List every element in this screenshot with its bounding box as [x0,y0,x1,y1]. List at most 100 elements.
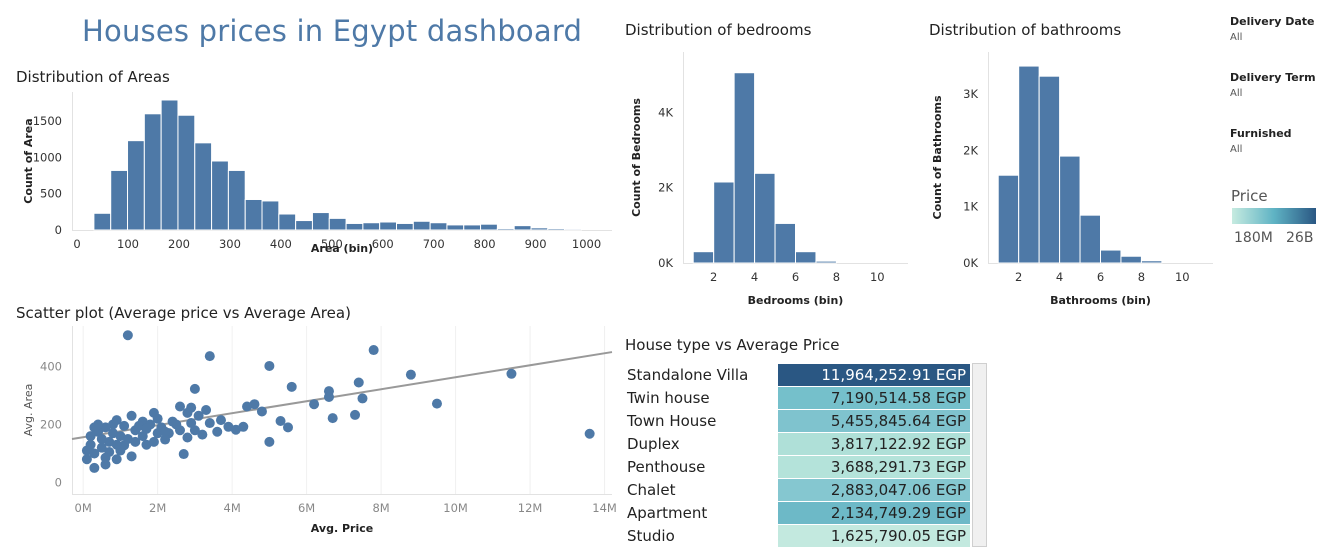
histogram-bar[interactable] [396,222,414,231]
histogram-bar[interactable] [496,228,515,231]
filter-value[interactable]: All [1230,32,1243,43]
scatter-point[interactable] [275,416,286,427]
histogram-bar[interactable] [564,228,582,231]
table-scrollbar[interactable] [972,363,987,547]
scatter-point[interactable] [204,418,215,429]
scatter-point[interactable] [230,424,241,435]
scatter-point[interactable] [111,415,122,426]
histogram-bar[interactable] [278,213,297,231]
filter-delivery-term[interactable]: Delivery Term All [1230,71,1316,99]
scatter-point[interactable] [197,429,208,440]
histogram-bar[interactable] [513,225,532,231]
scatter-point[interactable] [242,401,253,412]
histogram-bar[interactable] [713,181,735,264]
histogram-bar[interactable] [362,222,381,231]
histogram-bar[interactable] [795,251,817,264]
histogram-bar[interactable] [261,200,280,231]
histogram-bar[interactable] [692,251,715,264]
scatter-point[interactable] [160,434,171,445]
histogram-bar[interactable] [244,198,263,231]
histogram-bar[interactable] [774,222,797,264]
bathrooms-histogram[interactable]: 2 4 6 8 10 0K 1K 2K 3K Bathrooms (bin) Count of Ba… [925,40,1225,320]
filter-value[interactable]: All [1230,144,1243,155]
scatter-point[interactable] [212,426,223,437]
histogram-bar[interactable] [345,222,364,231]
scatter-point[interactable] [175,401,185,412]
table-row[interactable]: Twin house 7,190,514.58 EGP [621,387,973,410]
areas-histogram[interactable]: 0 100 200 300 400 500 600 700 800 900 1000 0 500 1000… [0,88,620,288]
scatter-point[interactable] [107,428,118,439]
price-area-scatter[interactable]: 0M 2M 4M 6M 8M 10M 12M 14M 0 200 400 Avg. Price Avg.… [0,322,620,552]
scatter-point[interactable] [178,449,189,460]
scatter-point[interactable] [81,454,92,465]
scatter-point[interactable] [286,381,297,392]
histogram-bar[interactable] [227,169,246,231]
scatter-point[interactable] [189,383,200,394]
scatter-point[interactable] [353,377,364,388]
scatter-point[interactable] [96,442,107,453]
histogram-bar[interactable] [446,224,465,231]
table-row[interactable]: Chalet 2,883,047.06 EGP [621,479,973,502]
scatter-point[interactable] [204,351,215,362]
scatter-point[interactable] [160,426,171,437]
scatter-point[interactable] [122,330,133,341]
scatter-point[interactable] [405,369,416,380]
scatter-point[interactable] [85,431,96,442]
histogram-bar[interactable] [1018,65,1040,264]
histogram-bar[interactable] [530,227,549,231]
histogram-bar[interactable] [1140,260,1163,264]
scatter-point[interactable] [283,422,293,433]
scatter-point[interactable] [171,419,182,430]
scatter-point[interactable] [89,462,100,473]
table-row[interactable]: Duplex 3,817,122.92 EGP [621,433,973,456]
scatter-point[interactable] [89,422,100,433]
scatter-point[interactable] [111,439,122,450]
scatter-point[interactable] [323,391,334,402]
histogram-bar[interactable] [328,217,347,231]
histogram-bar[interactable] [429,222,448,231]
scatter-point[interactable] [148,436,159,447]
table-row[interactable]: Penthouse 3,688,291.73 EGP [621,456,973,479]
scatter-point[interactable] [126,410,137,421]
filter-delivery-date[interactable]: Delivery Date All [1230,15,1314,43]
histogram-bar[interactable] [997,174,1020,264]
table-row[interactable]: Standalone Villa 11,964,252.91 EGP [621,364,973,387]
scatter-point[interactable] [201,405,212,415]
histogram-bar[interactable] [177,114,196,231]
scatter-point[interactable] [357,393,368,404]
scatter-point[interactable] [81,445,92,456]
histogram-bar[interactable] [815,260,837,264]
histogram-bar[interactable] [211,160,229,231]
scatter-point[interactable] [111,454,122,465]
filter-furnished[interactable]: Furnished All [1230,127,1292,155]
histogram-bar[interactable] [1038,75,1061,264]
histogram-bar[interactable] [547,228,566,231]
histogram-bar[interactable] [480,223,498,231]
scatter-point[interactable] [327,413,338,424]
scatter-point[interactable] [182,432,193,443]
histogram-bar[interactable] [379,221,398,231]
scatter-point[interactable] [256,406,267,417]
scatter-point[interactable] [141,423,152,434]
scatter-point[interactable] [215,415,226,426]
table-row[interactable]: Studio 1,625,790.05 EGP [621,525,973,548]
scatter-point[interactable] [193,410,204,421]
histogram-bar[interactable] [127,140,145,231]
histogram-bar[interactable] [143,113,162,231]
histogram-bar[interactable] [754,172,776,264]
histogram-bar[interactable] [1100,249,1122,264]
table-row[interactable]: Apartment 2,134,749.29 EGP [621,502,973,525]
histogram-bar[interactable] [412,220,431,231]
histogram-bar[interactable] [194,142,213,231]
scatter-point[interactable] [264,436,275,447]
scatter-point[interactable] [309,399,320,410]
table-row[interactable]: Town House 5,455,845.64 EGP [621,410,973,433]
histogram-bar[interactable] [1120,255,1142,264]
histogram-bar[interactable] [733,72,756,264]
scatter-point[interactable] [186,418,197,429]
histogram-bar[interactable] [93,212,112,231]
histogram-bar[interactable] [1079,214,1102,264]
scatter-point[interactable] [368,345,379,356]
histogram-bar[interactable] [463,224,482,231]
scatter-point[interactable] [96,433,107,444]
